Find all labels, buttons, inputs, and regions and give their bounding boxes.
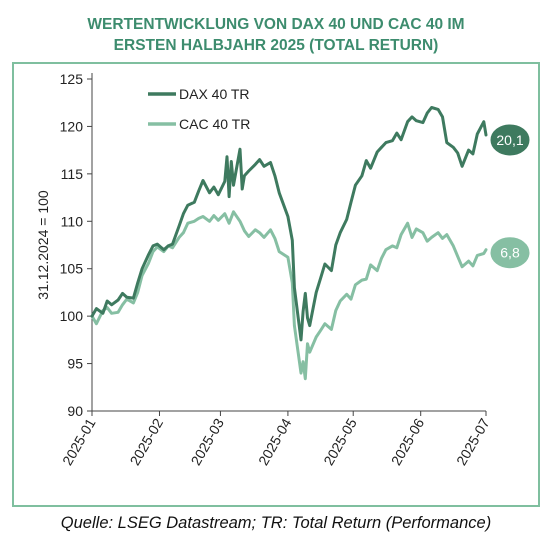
x-tick-label: 2025-04 <box>255 415 295 468</box>
end-label-value-dax: 20,1 <box>496 132 523 148</box>
series-line-cac <box>90 210 488 381</box>
chart-title-line-2: ERSTEN HALBJAHR 2025 (TOTAL RETURN) <box>113 37 439 54</box>
y-tick-label: 125 <box>60 71 84 87</box>
chart-title: WERTENTWICKLUNG VON DAX 40 UND CAC 40 IM… <box>0 14 552 56</box>
y-tick-label: 105 <box>60 261 84 277</box>
end-label-badge-dax <box>489 123 531 157</box>
chart-title-line-1: WERTENTWICKLUNG VON DAX 40 UND CAC 40 IM <box>87 16 465 33</box>
series-line-dax <box>90 106 488 342</box>
y-tick-label: 90 <box>67 403 83 419</box>
chart-frame <box>12 62 540 507</box>
x-tick-label: 2025-03 <box>187 415 227 468</box>
y-tick-label: 120 <box>60 118 84 134</box>
end-label-value-cac: 6,8 <box>500 245 520 261</box>
source-note: Quelle: LSEG Datastream; TR: Total Retur… <box>60 514 492 532</box>
legend-label-cac: CAC 40 TR <box>179 116 250 132</box>
x-tick-label: 2025-02 <box>127 415 167 468</box>
x-tick-label: 2025-01 <box>59 415 99 468</box>
end-label-badge-cac <box>489 236 531 270</box>
y-tick-label: 110 <box>61 213 84 229</box>
y-axis-title: 31.12.2024 = 100 <box>35 190 51 300</box>
x-tick-label: 2025-06 <box>388 415 428 468</box>
y-tick-label: 115 <box>61 166 84 182</box>
legend-label-dax: DAX 40 TR <box>179 86 250 102</box>
x-tick-label: 2025-07 <box>453 415 493 468</box>
y-tick-label: 100 <box>60 308 84 324</box>
y-tick-label: 95 <box>67 356 83 372</box>
x-tick-label: 2025-05 <box>320 415 360 468</box>
